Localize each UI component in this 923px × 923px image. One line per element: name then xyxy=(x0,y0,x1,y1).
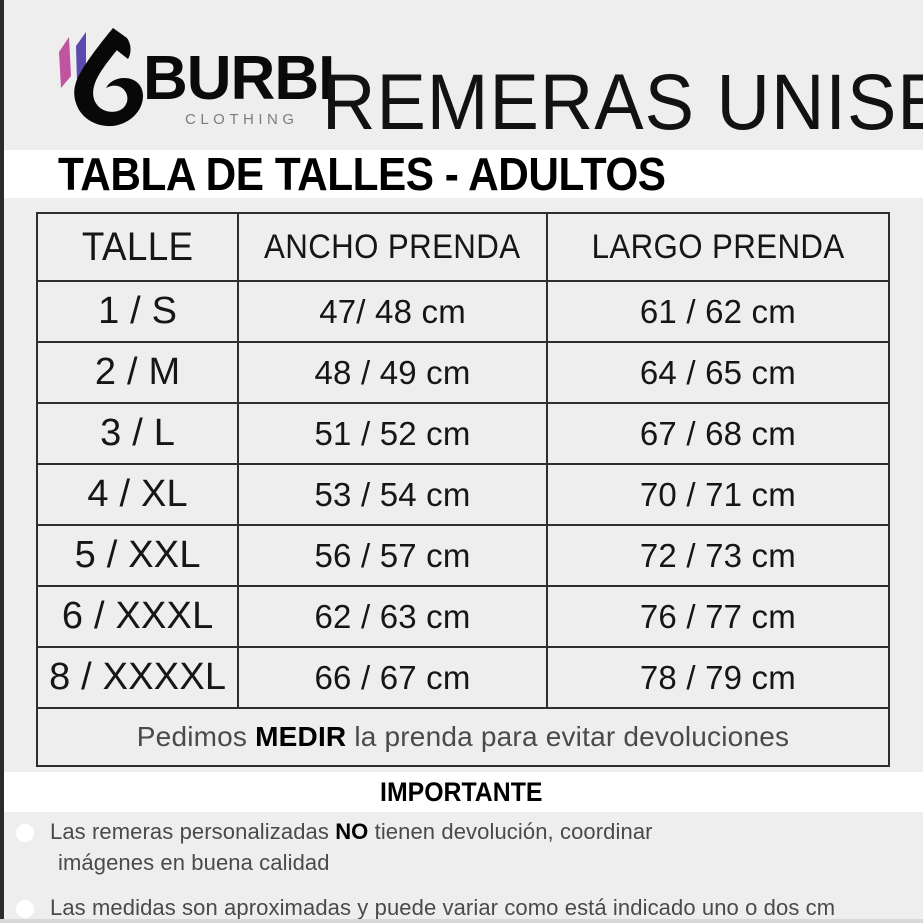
important-title-text: IMPORTANTE xyxy=(380,777,543,807)
bullet-line2: imágenes en buena calidad xyxy=(58,850,330,875)
important-bullet-list: Las remeras personalizadas NO tienen dev… xyxy=(0,816,923,923)
table-row: 5 / XXL 56 / 57 cm 72 / 73 cm xyxy=(35,524,891,587)
cell-ancho: 66 / 67 cm xyxy=(237,646,548,709)
cell-ancho: 47/ 48 cm xyxy=(237,280,548,343)
footer-note-post: la prenda para evitar devoluciones xyxy=(346,721,790,752)
cell-ancho: 51 / 52 cm xyxy=(237,402,548,465)
list-item-text: Las medidas son aproximadas y puede vari… xyxy=(50,892,923,923)
brand-logo: BURBI CLOTHING xyxy=(45,26,335,138)
bullet-dot-icon xyxy=(16,824,34,842)
cell-largo: 76 / 77 cm xyxy=(545,585,891,648)
cell-ancho: 62 / 63 cm xyxy=(237,585,548,648)
table-row: 6 / XXXL 62 / 63 cm 76 / 77 cm xyxy=(35,585,891,648)
list-item: Las remeras personalizadas NO tienen dev… xyxy=(0,816,923,878)
burbi-swoosh-logo-icon xyxy=(45,26,151,130)
section-title-band xyxy=(0,150,923,198)
cell-talle: 1 / S xyxy=(35,280,240,343)
important-title-band xyxy=(0,772,923,812)
important-title: IMPORTANTE xyxy=(0,772,923,812)
table-header-row: TALLE ANCHO PRENDA LARGO PRENDA xyxy=(37,212,889,282)
bullet-pre: Las remeras personalizadas xyxy=(50,819,336,844)
cell-largo: 78 / 79 cm xyxy=(545,646,891,709)
cell-talle: 5 / XXL xyxy=(35,524,240,587)
cell-largo: 64 / 65 cm xyxy=(545,341,891,404)
bullet-strong: NO xyxy=(335,819,369,844)
cell-talle: 3 / L xyxy=(35,402,240,465)
cell-ancho: 56 / 57 cm xyxy=(237,524,548,587)
table-row: 1 / S 47/ 48 cm 61 / 62 cm xyxy=(35,280,891,343)
bullet-pre: Las medidas son aproximadas y puede vari… xyxy=(50,895,836,920)
cell-ancho: 53 / 54 cm xyxy=(237,463,548,526)
page-title: REMERAS UNISEX xyxy=(322,57,923,146)
table-row: 3 / L 51 / 52 cm 67 / 68 cm xyxy=(35,402,891,465)
size-table: TALLE ANCHO PRENDA LARGO PRENDA 1 / S 47… xyxy=(35,212,891,767)
cell-talle: 2 / M xyxy=(35,341,240,404)
cell-largo: 67 / 68 cm xyxy=(545,402,891,465)
brand-wordmark: BURBI xyxy=(143,44,335,113)
cell-largo: 61 / 62 cm xyxy=(545,280,891,343)
bottom-edge-strip xyxy=(0,919,923,923)
footer-note-pre: Pedimos xyxy=(136,721,256,752)
table-row: 2 / M 48 / 49 cm 64 / 65 cm xyxy=(35,341,891,404)
column-header-ancho-prenda: ANCHO PRENDA xyxy=(249,212,536,282)
table-row: 8 / XXXXL 66 / 67 cm 78 / 79 cm xyxy=(35,646,891,709)
list-item-text: Las remeras personalizadas NO tienen dev… xyxy=(50,816,923,878)
cell-largo: 70 / 71 cm xyxy=(545,463,891,526)
table-body: 1 / S 47/ 48 cm 61 / 62 cm 2 / M 48 / 49… xyxy=(35,280,891,767)
list-item: Las medidas son aproximadas y puede vari… xyxy=(0,892,923,923)
header: BURBI CLOTHING REMERAS UNISEX xyxy=(0,0,923,150)
cell-talle: 4 / XL xyxy=(35,463,240,526)
table-footer-note: Pedimos MEDIR la prenda para evitar devo… xyxy=(36,707,890,767)
table-footer-note-row: Pedimos MEDIR la prenda para evitar devo… xyxy=(36,707,890,767)
footer-note-strong: MEDIR xyxy=(255,721,347,752)
left-edge-strip xyxy=(0,0,4,923)
cell-talle: 6 / XXXL xyxy=(35,585,240,648)
brand-tagline: CLOTHING xyxy=(185,111,299,128)
table-row: 4 / XL 53 / 54 cm 70 / 71 cm xyxy=(35,463,891,526)
cell-largo: 72 / 73 cm xyxy=(545,524,891,587)
column-header-largo-prenda: LARGO PRENDA xyxy=(559,212,877,282)
column-header-talle: TALLE xyxy=(44,212,232,282)
section-title: TABLA DE TALLES - ADULTOS xyxy=(58,148,666,200)
cell-talle: 8 / XXXXL xyxy=(35,646,240,709)
cell-ancho: 48 / 49 cm xyxy=(237,341,548,404)
bullet-dot-icon xyxy=(16,900,34,918)
bullet-post: tienen devolución, coordinar xyxy=(368,819,653,844)
